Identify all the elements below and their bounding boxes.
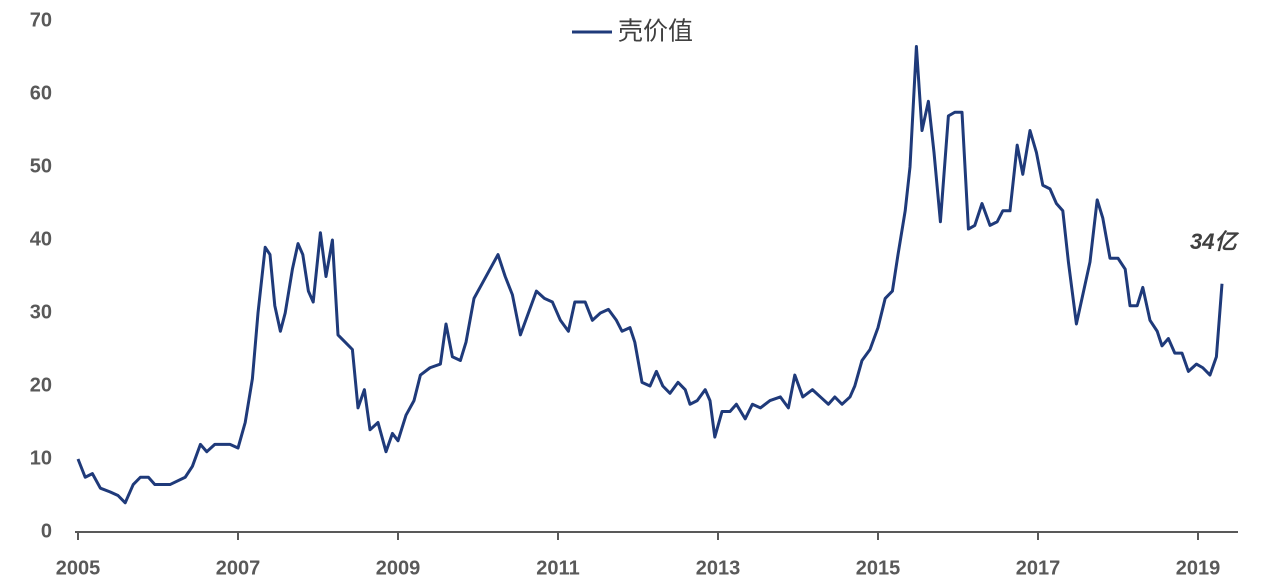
x-tick-label: 2007 [216,557,261,579]
x-tick-label: 2011 [536,557,579,579]
annotation: 34亿 [1190,229,1239,254]
x-tick-label: 2005 [56,557,101,579]
y-tick-label: 30 [30,301,52,323]
legend-label: 壳价值 [618,18,693,46]
x-tick-label: 2017 [1016,557,1061,579]
y-tick-label: 70 [30,9,52,31]
y-tick-label: 20 [30,374,52,396]
y-tick-label: 10 [30,447,52,469]
x-tick-label: 2013 [696,557,741,579]
y-tick-label: 0 [41,520,52,542]
y-tick-label: 60 [30,82,52,104]
y-tick-label: 40 [30,228,52,250]
x-tick-label: 2009 [376,557,421,579]
y-tick-label: 50 [30,155,52,177]
line-series [76,45,1224,505]
x-tick-label: 2015 [856,557,901,579]
x-tick-label: 2019 [1176,557,1221,579]
